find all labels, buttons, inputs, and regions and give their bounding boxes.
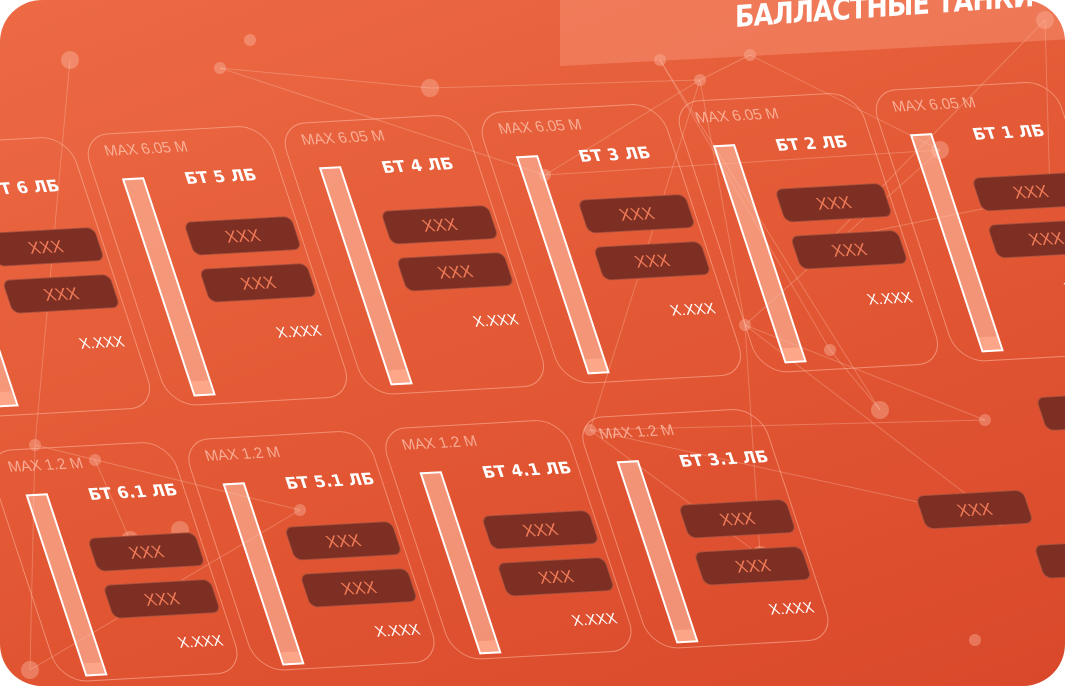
max-level-label: MAX 6.05 M: [298, 127, 388, 149]
level-bar-fill: [387, 369, 411, 384]
level-bar-fill: [674, 629, 696, 642]
tank-button-2[interactable]: XXX: [789, 229, 909, 270]
tank-button-1[interactable]: XXX: [86, 531, 206, 572]
level-bar-fill: [83, 662, 105, 675]
network-line: [219, 67, 546, 176]
network-node: [294, 504, 306, 516]
tank-button-1[interactable]: XXX: [0, 226, 106, 267]
tank-button-1[interactable]: XXX: [774, 182, 894, 223]
network-line: [544, 149, 941, 176]
tank-value: X.XXX: [175, 632, 226, 652]
tank-name: БТ 5 ЛБ: [181, 165, 260, 188]
tank-name: БТ 6.1 ЛБ: [85, 480, 180, 505]
tank-button-2[interactable]: XXX: [592, 240, 712, 281]
tank-button-1[interactable]: XXX: [380, 204, 500, 245]
tank-name: БТ 3 ЛБ: [575, 142, 654, 166]
tank-value: X.XXX: [668, 300, 718, 320]
network-node: [29, 439, 41, 451]
level-bar-fill: [781, 347, 805, 362]
network-line: [1044, 19, 1051, 196]
tank-name: БТ 6 ЛБ: [0, 176, 63, 200]
tank-value: X.XXX: [274, 322, 324, 342]
max-level-label: MAX 6.05 M: [692, 105, 782, 127]
tank-name: БТ 3.1 ЛБ: [676, 446, 771, 471]
tank-name: БТ 1 ЛБ: [969, 120, 1048, 144]
network-node: [744, 49, 756, 61]
network-node: [694, 74, 706, 86]
network-node: [89, 454, 101, 466]
max-level-label: MAX 1.2 M: [5, 454, 86, 476]
network-node: [1036, 11, 1054, 29]
tank-value: X.XXX: [865, 289, 915, 309]
tank-value: X.XXX: [569, 610, 620, 630]
tank-button-2[interactable]: XXX: [693, 545, 813, 586]
level-bar-fill: [978, 336, 1002, 351]
tank-value: X.XXX: [372, 621, 423, 641]
network-line: [429, 79, 701, 89]
tank-name: БТ 2 ЛБ: [772, 131, 851, 155]
tank-button-2[interactable]: XXX: [1, 273, 121, 314]
max-level-label: MAX 6.05 M: [101, 138, 191, 160]
tank-button-1[interactable]: XXX: [480, 509, 600, 550]
tank-button-2[interactable]: XXX: [102, 578, 222, 619]
network-node: [21, 661, 39, 679]
network-node: [739, 319, 751, 331]
network-line: [699, 79, 746, 326]
tank-button-1[interactable]: XXX: [577, 193, 697, 234]
level-bar-fill: [190, 380, 214, 395]
network-node: [421, 79, 439, 97]
network-node: [969, 634, 981, 646]
network-node: [214, 62, 226, 74]
tank-button-2[interactable]: XXX: [299, 567, 419, 608]
tank-value: X.XXX: [471, 311, 521, 331]
network-node: [61, 51, 79, 69]
network-node: [979, 414, 991, 426]
tank-button-1[interactable]: XXX: [283, 520, 403, 561]
tank-button-1[interactable]: XXX: [677, 498, 797, 539]
tank-button-1[interactable]: XXX: [183, 215, 303, 256]
network-node: [824, 344, 836, 356]
level-bar-fill: [280, 651, 302, 664]
max-level-label: MAX 1.2 M: [399, 432, 480, 454]
network-node: [584, 424, 596, 436]
max-level-label: MAX 6.05 M: [495, 116, 585, 138]
network-line: [34, 444, 301, 511]
network-line: [589, 419, 986, 431]
network-line: [94, 459, 131, 541]
tank-value: X.XXX: [77, 333, 127, 353]
network-line: [829, 349, 881, 411]
level-bar-fill: [0, 391, 17, 406]
tank-name: БТ 4.1 ЛБ: [479, 458, 574, 482]
network-line: [749, 54, 941, 151]
tank-button-2[interactable]: XXX: [986, 218, 1065, 259]
network-line: [544, 79, 701, 176]
network-line: [29, 444, 36, 671]
max-level-label: MAX 1.2 M: [202, 443, 283, 465]
network-node: [654, 54, 666, 66]
max-level-label: MAX 1.2 M: [596, 421, 677, 443]
tank-button-2[interactable]: XXX: [496, 556, 616, 597]
level-bar-fill: [584, 358, 608, 373]
network-line: [659, 59, 881, 411]
tank-name: БТ 5.1 ЛБ: [282, 469, 377, 493]
loose-button[interactable]: XXX: [915, 489, 1035, 530]
network-node: [244, 34, 256, 46]
tank-value: X.XXX: [766, 599, 817, 619]
tank-button-2[interactable]: XXX: [395, 251, 515, 292]
max-level-label: MAX 6.05 M: [889, 94, 979, 116]
tank-name: БТ 4 ЛБ: [378, 153, 457, 177]
network-node: [871, 401, 889, 419]
network-line: [219, 67, 431, 89]
tank-button-2[interactable]: XXX: [198, 262, 318, 303]
network-line: [699, 54, 751, 81]
tank-button-1[interactable]: XXX: [971, 171, 1065, 212]
level-bar-fill: [477, 640, 499, 653]
